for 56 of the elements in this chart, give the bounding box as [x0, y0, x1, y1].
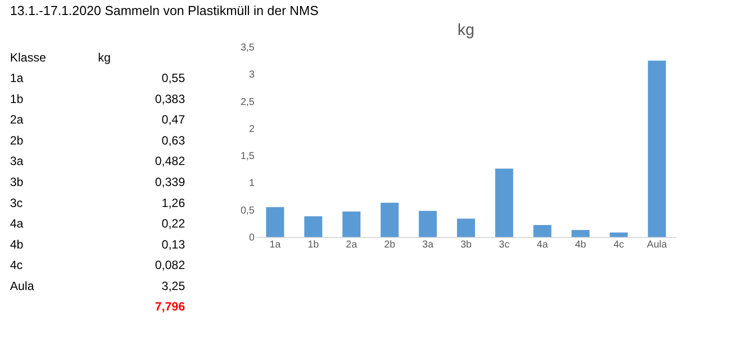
x-tick-label: 1a: [270, 240, 282, 250]
x-tick-label: 4a: [536, 240, 548, 250]
text: 1a: [10, 71, 24, 86]
chart-title: kg: [458, 22, 474, 39]
bar: [610, 232, 628, 237]
y-tick-label: 0: [248, 232, 255, 244]
bar: [495, 168, 514, 237]
text: 0,082: [154, 258, 186, 272]
x-tick-label: 4b: [574, 240, 587, 250]
x-tick-label: 3c: [498, 240, 510, 250]
text: 1b: [10, 92, 24, 106]
text: Klasse: [10, 50, 46, 64]
text: 2a: [10, 112, 24, 127]
bar: [304, 216, 322, 237]
y-tick-label: 0,5: [240, 205, 255, 216]
text: 2b: [10, 133, 24, 148]
text: 0,47: [162, 112, 186, 127]
text: 4a: [10, 216, 24, 231]
text: kg: [98, 50, 111, 64]
text: 0,13: [162, 237, 186, 252]
text: 0,22: [162, 216, 186, 231]
bar: [648, 60, 666, 237]
text: 4c: [10, 258, 23, 272]
text: 7,796: [154, 300, 186, 314]
y-tick-label: 2: [248, 124, 255, 135]
bar: [533, 225, 552, 237]
text: 3,25: [162, 278, 186, 293]
x-tick-label: 3b: [460, 240, 472, 250]
x-tick-label: Aula: [646, 240, 668, 250]
bar: [342, 211, 360, 237]
y-tick-label: 1,5: [240, 151, 255, 162]
x-tick-label: 2a: [346, 240, 358, 250]
text: 3c: [10, 196, 23, 210]
text: 13.1.-17.1.2020 Sammeln von Plastikmüll in der NMS: [10, 3, 319, 18]
x-tick-label: 1b: [308, 240, 320, 250]
x-tick-label: 3a: [422, 240, 434, 250]
y-tick-label: 1: [248, 178, 255, 190]
y-tick-label: 3: [248, 70, 255, 81]
y-tick-label: 2,5: [240, 96, 255, 108]
text: 0,339: [154, 175, 186, 189]
text: 0,55: [162, 71, 186, 86]
text: 1,26: [162, 196, 186, 210]
text: 3b: [10, 175, 24, 189]
text: 3a: [10, 154, 24, 168]
text: 0,383: [154, 92, 186, 106]
x-tick-label: 2b: [384, 240, 396, 250]
text: Aula: [10, 278, 34, 293]
bar: [418, 210, 437, 237]
text: 0,482: [154, 154, 186, 168]
y-tick-label: 3,5: [240, 42, 255, 54]
bar: [266, 207, 284, 237]
bar: [572, 230, 590, 237]
bar: [380, 202, 399, 237]
bar: [457, 218, 475, 237]
x-tick-label: 4c: [613, 240, 624, 250]
text: 0,63: [162, 133, 186, 148]
